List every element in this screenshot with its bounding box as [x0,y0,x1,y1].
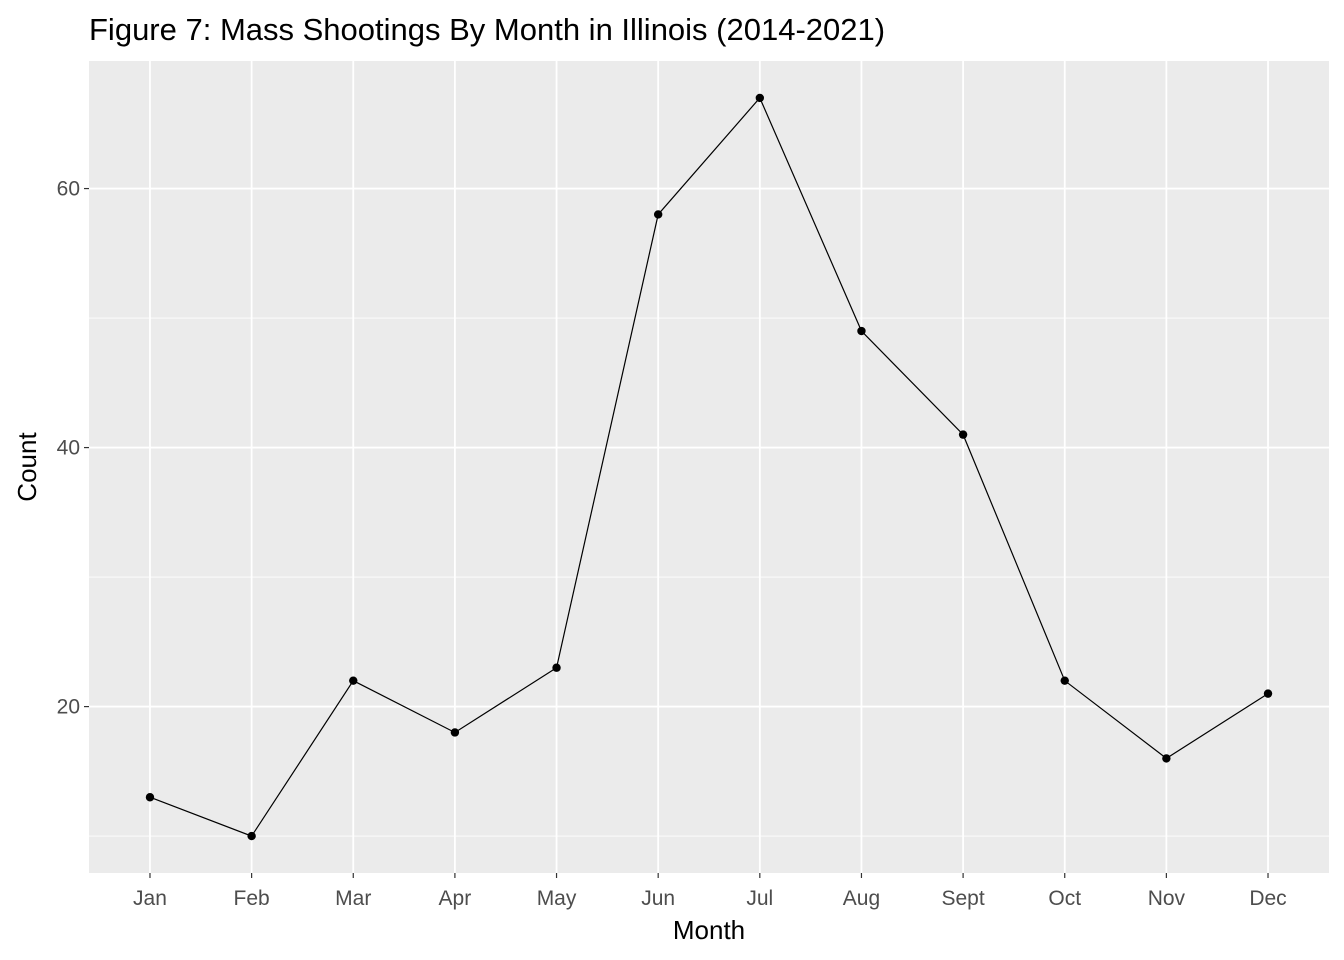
x-tick-label-oct: Oct [1048,887,1081,910]
x-tick-label-mar: Mar [335,887,371,910]
x-tick-label-apr: Apr [439,887,472,910]
grid-lines [89,61,1329,873]
y-axis-title: Count [12,432,42,502]
data-point-feb [247,831,256,841]
x-tick-label-nov: Nov [1148,887,1186,910]
y-tick-label: 60 [57,178,80,201]
x-tick-label-dec: Dec [1249,887,1286,910]
x-tick-label-sept: Sept [941,887,984,910]
data-point-may [552,663,561,672]
x-axis-title: Month [673,915,745,945]
chart-title: Figure 7: Mass Shootings By Month in Ill… [89,12,885,47]
data-point-oct [1060,676,1069,685]
data-point-sept [958,430,968,439]
x-tick-label-may: May [537,887,577,910]
data-point-aug [857,326,866,336]
x-tick-label-jul: Jul [746,887,773,910]
data-series [145,93,1273,841]
x-tick-label-feb: Feb [234,887,270,910]
data-point-nov [1162,754,1171,763]
data-point-jan [145,793,155,802]
y-tick-label: 20 [57,696,80,719]
data-point-jul [755,93,765,103]
x-tick-label-aug: Aug [843,887,880,910]
data-point-mar [349,676,358,685]
plot-panel [89,61,1329,873]
data-point-apr [450,728,460,737]
y-tick-label: 40 [57,437,80,460]
data-point-dec [1263,689,1273,698]
x-tick-label-jan: Jan [133,887,167,910]
axes: 20 40 60 Jan Feb Mar Apr May Jun Jul Aug Sept Oct Nov… [57,178,1287,910]
x-tick-label-jun: Jun [641,887,675,910]
data-point-jun [653,210,663,219]
series-line [149,96,1269,837]
